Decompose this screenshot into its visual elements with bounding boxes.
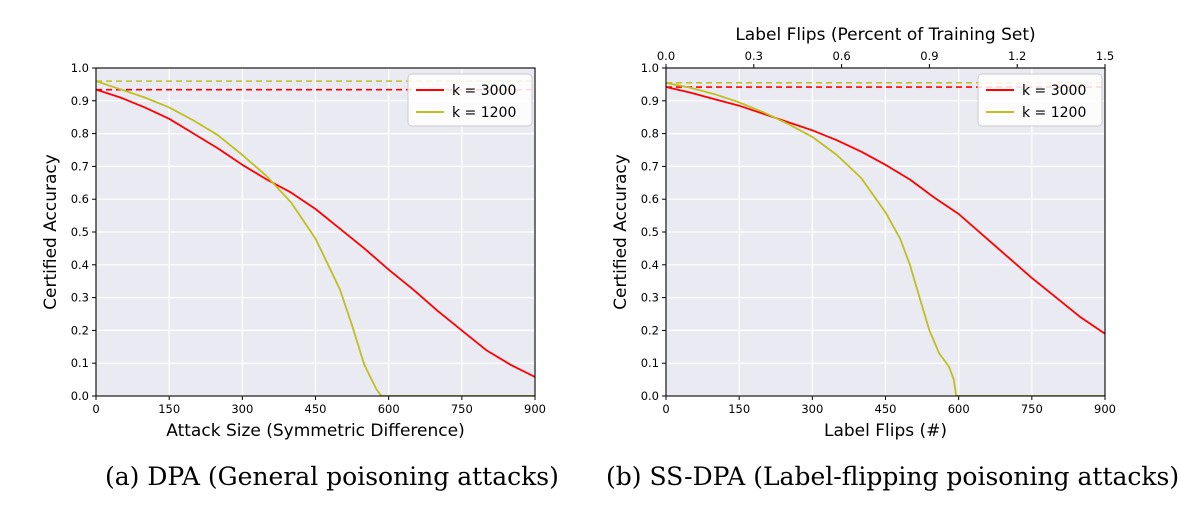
top-tick-label: 1.2 <box>1008 49 1026 63</box>
plot-frame <box>95 67 536 397</box>
y-tick-label: 0.4 <box>71 258 89 272</box>
top-axis-title: Label Flips (Percent of Training Set) <box>735 25 1035 45</box>
x-tick-label: 0 <box>92 402 99 416</box>
x-tick-label: 900 <box>1094 402 1116 416</box>
y-tick-label: 0.7 <box>71 159 89 173</box>
legend-label-k1200: k = 1200 <box>1022 105 1086 121</box>
x-tick-label: 150 <box>158 402 180 416</box>
y-tick-label: 0.1 <box>71 356 89 370</box>
x-tick-label: 750 <box>1021 402 1043 416</box>
x-tick-label: 450 <box>305 402 327 416</box>
x-tick-label: 600 <box>948 402 970 416</box>
top-tick-label: 1.5 <box>1096 49 1114 63</box>
x-tick-label: 0 <box>662 402 669 416</box>
y-tick-label: 0.6 <box>641 192 659 206</box>
plot-frame <box>665 67 1106 397</box>
y-tick-label: 1.0 <box>641 61 659 75</box>
y-tick-label: 0.9 <box>71 94 89 108</box>
x-axis-label: Label Flips (#) <box>824 421 947 441</box>
y-tick-label: 0.2 <box>641 323 659 337</box>
legend: k = 3000 k = 1200 <box>977 73 1103 127</box>
series-line-k1200 <box>666 81 1105 396</box>
y-tick-label: 0.9 <box>641 94 659 108</box>
y-tick-label: 0.7 <box>641 159 659 173</box>
series-line-k1200 <box>96 80 535 396</box>
chart-b: 0 150 300 450 600 750 900 0.0 0.1 0.2 0.3 0.4 0.5 0.6… <box>611 25 1116 441</box>
x-tick-label: 750 <box>451 402 473 416</box>
y-axis-label: Certified Accuracy <box>611 154 631 310</box>
top-tick-label: 0.6 <box>832 49 850 63</box>
top-tick-label: 0.3 <box>745 49 763 63</box>
y-tick-label: 0.2 <box>71 323 89 337</box>
x-tick-label: 900 <box>524 402 546 416</box>
y-tick-label: 0.5 <box>71 225 89 239</box>
y-tick-label: 0.0 <box>641 389 659 403</box>
x-tick-label: 600 <box>378 402 400 416</box>
chart-a: 0 150 300 450 600 750 900 0.0 0.1 0.2 0.3 0.4 0.5 0.6… <box>41 61 546 441</box>
x-tick-label: 300 <box>231 402 253 416</box>
caption-b: (b) SS-DPA (Label-flipping poisoning att… <box>606 462 1180 491</box>
y-tick-label: 0.5 <box>641 225 659 239</box>
y-tick-label: 0.1 <box>641 356 659 370</box>
x-tick-label: 450 <box>875 402 897 416</box>
legend-label-k3000: k = 3000 <box>452 83 516 99</box>
y-tick-label: 1.0 <box>71 61 89 75</box>
caption-a: (a) DPA (General poisoning attacks) <box>105 462 559 491</box>
y-tick-label: 0.8 <box>641 127 659 141</box>
y-tick-label: 0.4 <box>641 258 659 272</box>
y-axis-label: Certified Accuracy <box>41 154 61 310</box>
legend: k = 3000 k = 1200 <box>407 73 533 127</box>
y-tick-label: 0.0 <box>71 389 89 403</box>
top-tick-label: 0.0 <box>657 49 675 63</box>
x-tick-label: 300 <box>801 402 823 416</box>
x-axis-label: Attack Size (Symmetric Difference) <box>166 421 464 441</box>
legend-label-k3000: k = 3000 <box>1022 83 1086 99</box>
legend-label-k1200: k = 1200 <box>452 105 516 121</box>
top-tick-label: 0.9 <box>920 49 938 63</box>
series-line-k3000 <box>96 88 535 378</box>
series-line-k3000 <box>666 86 1105 335</box>
y-tick-label: 0.3 <box>71 291 89 305</box>
x-tick-label: 150 <box>728 402 750 416</box>
y-tick-label: 0.3 <box>641 291 659 305</box>
y-tick-label: 0.6 <box>71 192 89 206</box>
y-tick-label: 0.8 <box>71 127 89 141</box>
